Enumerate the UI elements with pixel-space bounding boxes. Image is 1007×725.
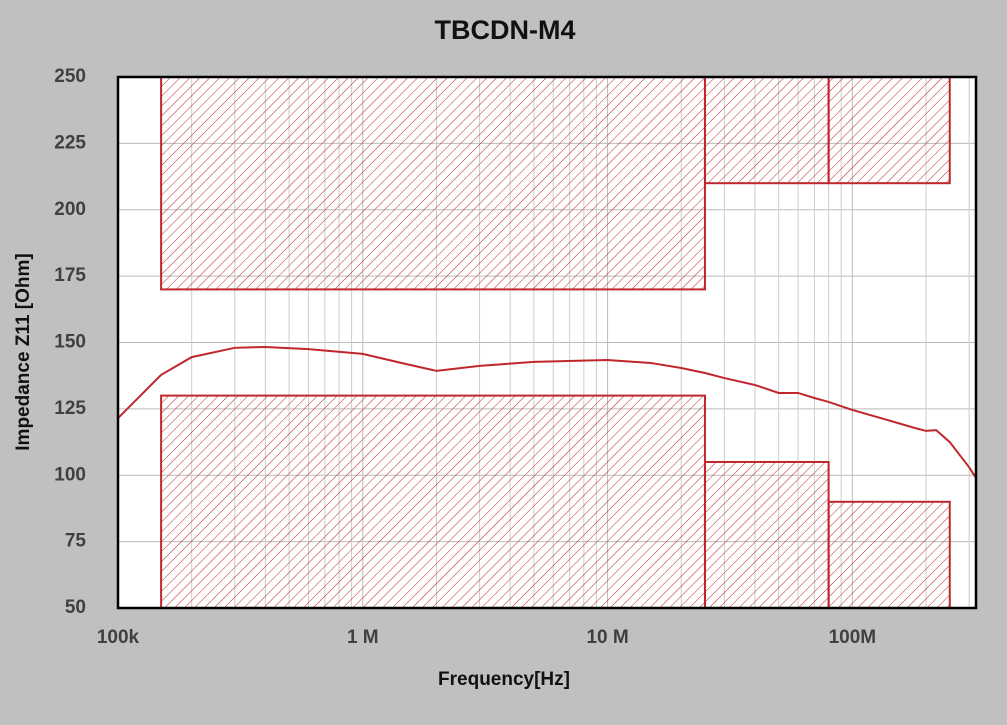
y-tick-label: 50	[65, 597, 86, 618]
plot-frame	[116, 75, 978, 610]
y-tick-label: 150	[54, 332, 86, 353]
x-tick-label: 1 M	[347, 627, 379, 648]
limit-zone	[703, 460, 830, 609]
y-tick-label: 125	[54, 398, 86, 419]
limit-zone	[827, 500, 951, 609]
y-tick-label: 100	[54, 464, 86, 485]
chart-title: TBCDN-M4	[435, 15, 576, 45]
x-axis-label: Frequency[Hz]	[438, 669, 570, 690]
y-tick-label: 200	[54, 199, 86, 220]
impedance-line	[117, 346, 977, 479]
y-tick-label: 250	[54, 66, 86, 87]
limit-zone	[160, 394, 706, 609]
x-tick-label: 10 M	[586, 627, 628, 648]
limit-zone	[703, 76, 830, 185]
y-axis-label: Impedance Z11 [Ohm]	[13, 253, 34, 450]
limit-zone	[160, 76, 706, 291]
y-tick-label: 75	[65, 531, 87, 552]
limit-zone	[827, 76, 951, 185]
x-tick-label: 100k	[97, 627, 140, 648]
x-tick-label: 100M	[829, 627, 877, 648]
y-tick-label: 175	[54, 265, 86, 286]
y-tick-label: 225	[54, 132, 86, 153]
